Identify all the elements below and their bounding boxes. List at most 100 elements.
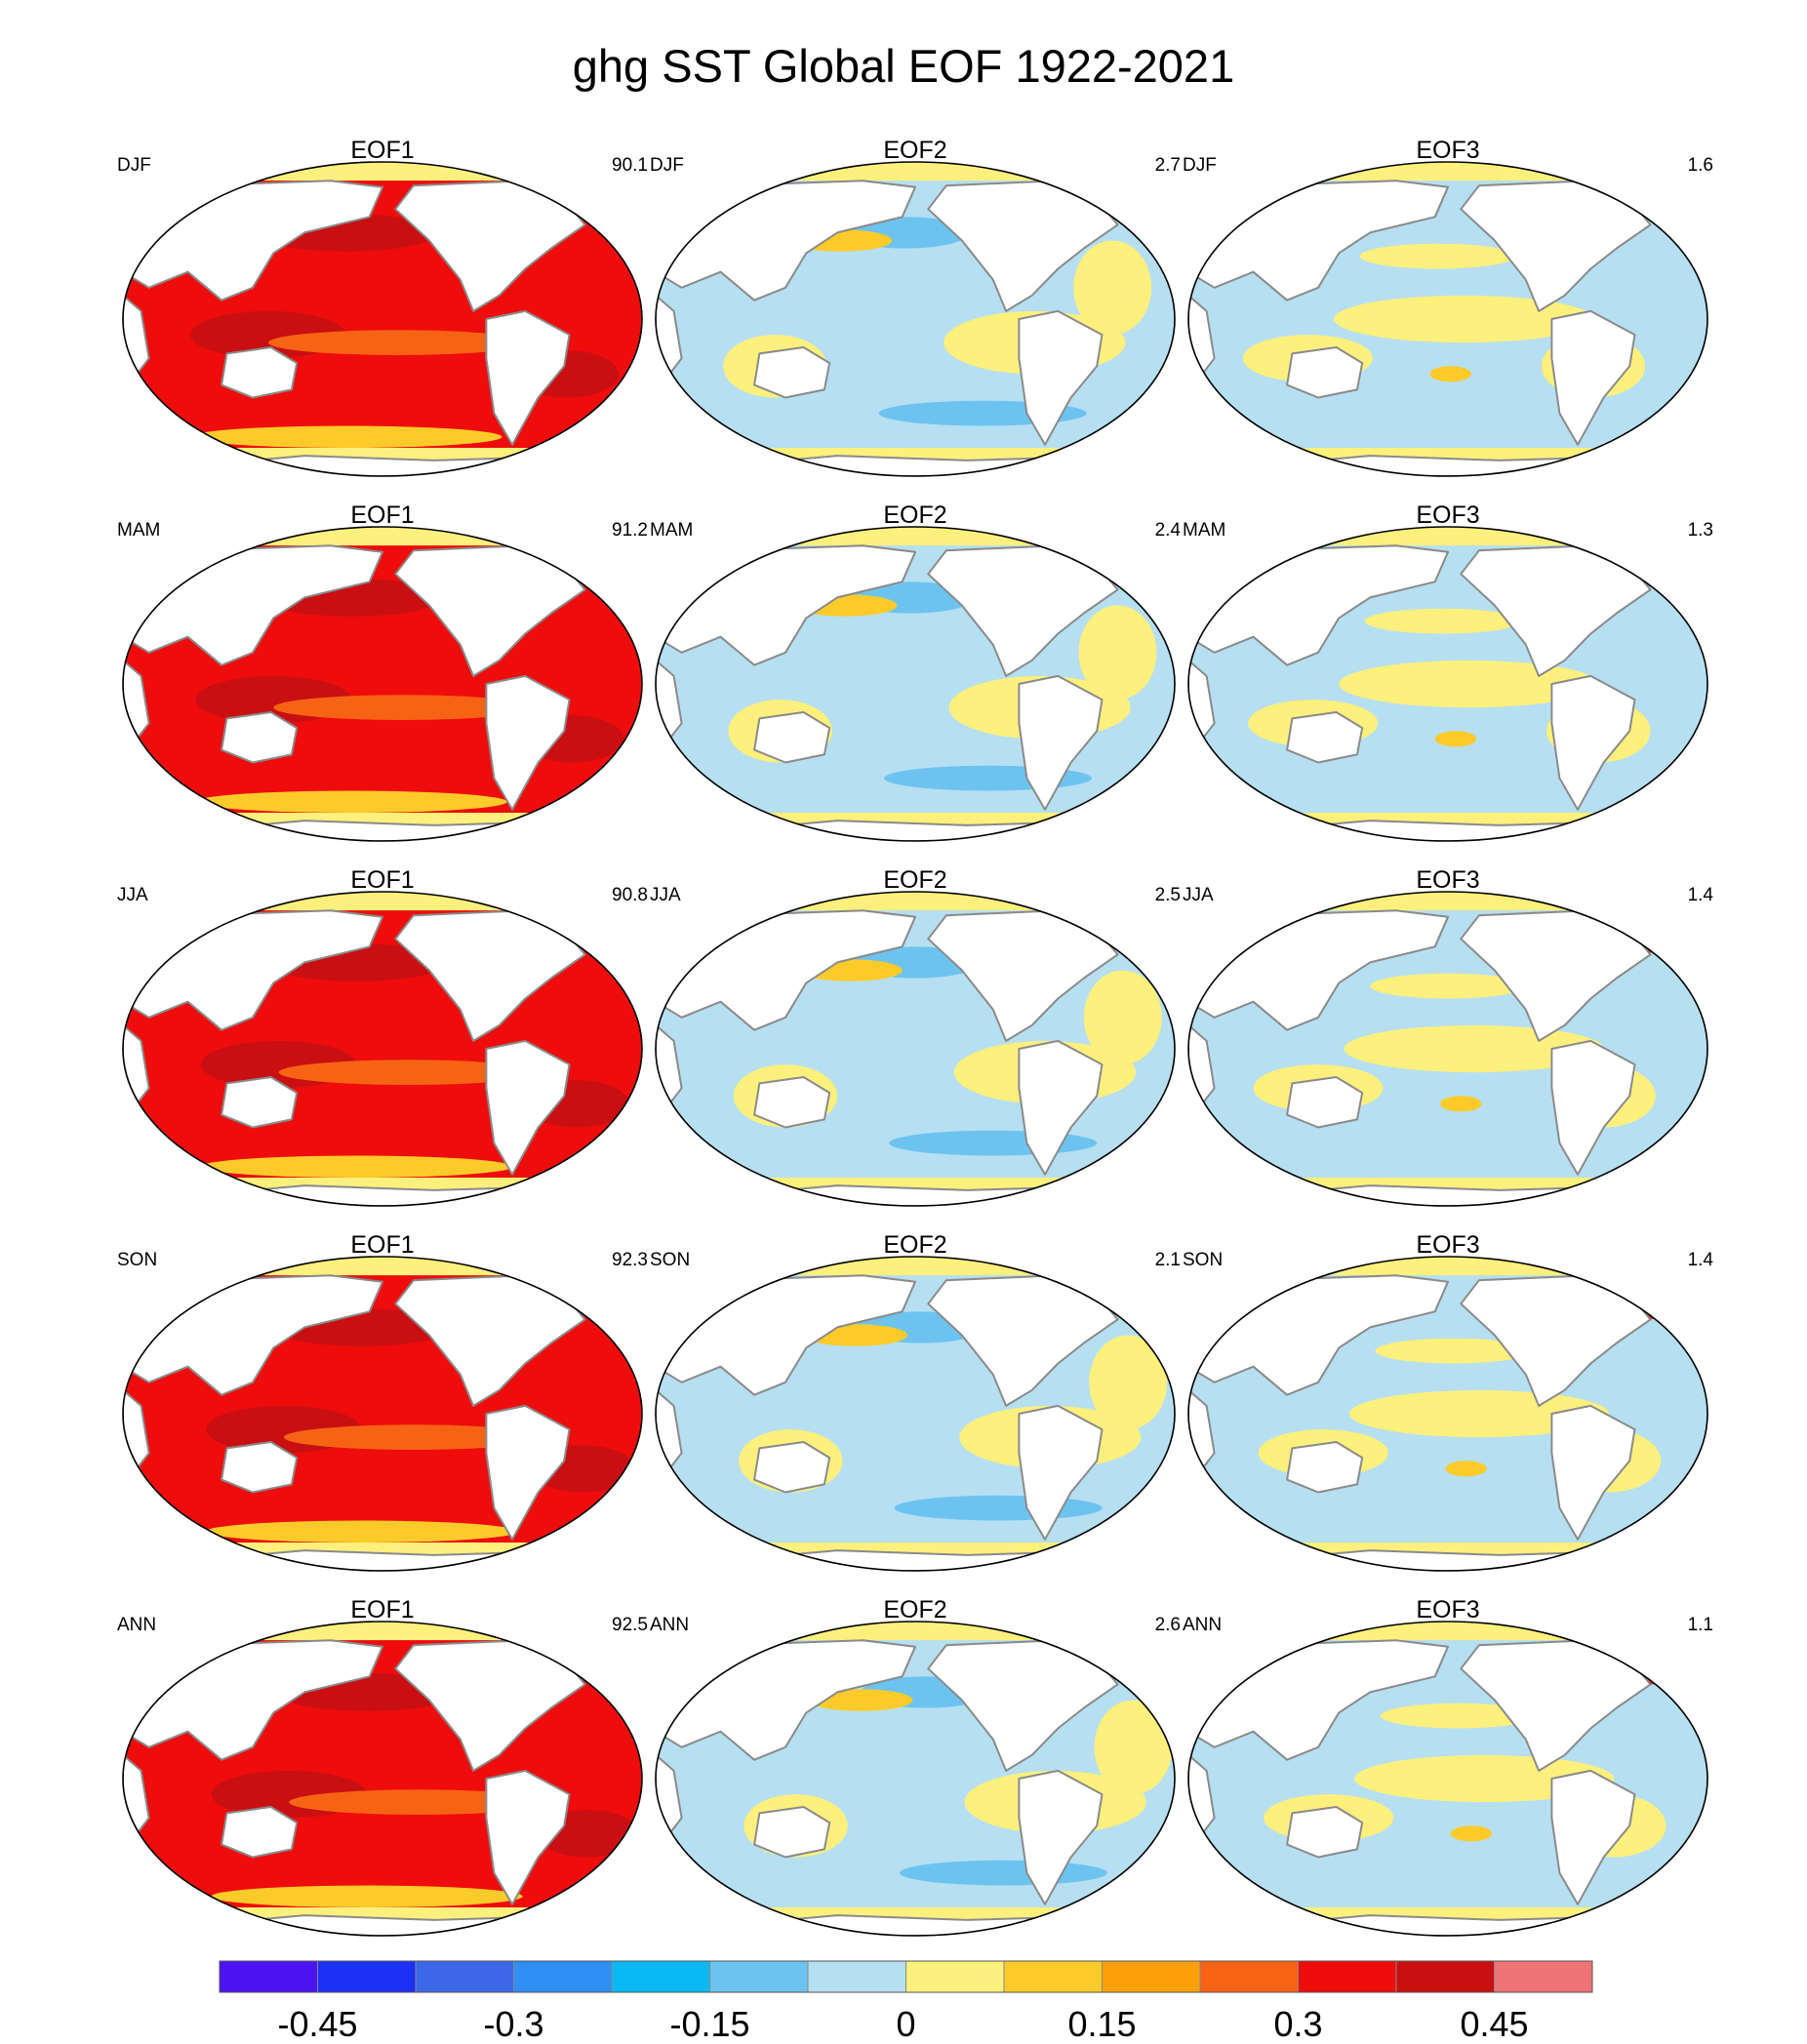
map-svg [122,161,643,477]
panel-title: EOF2 [883,137,947,164]
land-southamerica [485,1769,571,1905]
anomaly-region [211,1885,523,1908]
map-panel-djf-eof1: EOF1 DJF 90.1 [117,137,648,480]
panel-variance-label: 2.6 [1154,1615,1181,1635]
colorbar-bin [219,1960,318,1993]
anomaly-region [278,1060,539,1086]
anomaly-region [1078,605,1157,701]
land-australia [1286,1076,1364,1129]
colorbar-bin [1102,1960,1201,1993]
map-panel-djf-eof2: EOF2 DJF 2.7 [650,137,1181,480]
panel-title: EOF3 [1416,501,1480,529]
anomaly-region [1429,366,1471,382]
land-southamerica [1018,674,1104,811]
anomaly-region [1339,660,1599,708]
anomaly-region [267,330,528,356]
anomaly-region [1370,973,1526,999]
panel-title: EOF3 [1416,1596,1480,1623]
land-southamerica [1018,1404,1104,1541]
map-panel-ann-eof1: EOF1 ANN 92.5 [117,1596,648,1940]
anomaly-region [1434,731,1477,747]
land-southamerica [485,1039,571,1176]
anomaly-region [190,425,502,449]
anomaly-region [1445,1461,1487,1477]
map-border [1187,1256,1708,1572]
colorbar-frame [219,1960,1593,1993]
map-border [655,161,1176,477]
panel-variance-label: 90.8 [612,885,648,905]
colorbar-bin [1199,1960,1299,1993]
colorbar-bin [709,1960,809,1993]
anomaly-region [1359,243,1516,269]
anomaly-region [1440,1096,1482,1112]
map-panel-son-eof2: EOF2 SON 2.1 [650,1231,1181,1575]
panel-season-label: ANN [117,1615,157,1635]
map-svg [1187,891,1708,1207]
anomaly-region [1333,295,1593,343]
panel-title: EOF1 [350,1231,415,1259]
colorbar-bin [415,1960,514,1993]
panel-variance-label: 1.3 [1687,520,1713,541]
panel-season-label: DJF [117,155,151,176]
land-southamerica [485,309,571,446]
panel-variance-label: 91.2 [612,520,648,541]
map-border [1187,161,1708,477]
anomaly-region [1450,1825,1493,1842]
panel-title: EOF2 [883,866,947,894]
anomaly-region [206,1520,518,1543]
panel-title: EOF1 [350,1596,415,1623]
map-border [655,1621,1176,1937]
map-panel-son-eof3: EOF3 SON 1.4 [1183,1231,1713,1575]
map-border [122,891,643,1207]
map-svg [122,1256,643,1572]
land-southamerica [485,1404,571,1541]
land-australia [221,1806,299,1859]
land-australia [753,1441,831,1494]
panel-variance-label: 2.1 [1154,1250,1181,1270]
colorbar-tick-label: 0.45 [1460,2004,1529,2044]
map-svg [1187,1256,1708,1572]
panel-title: EOF2 [883,501,947,529]
colorbar-bin [1494,1960,1593,1993]
land-southamerica [1550,1039,1636,1176]
map-svg [655,161,1176,477]
colorbar-bin [807,1960,906,1993]
land-australia [753,1806,831,1859]
anomaly-region [1073,240,1152,336]
panel-title: EOF3 [1416,866,1480,894]
map-svg [655,891,1176,1207]
land-southamerica [1550,674,1636,811]
map-panel-mam-eof1: EOF1 MAM 91.2 [117,501,648,845]
panel-variance-label: 1.4 [1687,885,1713,905]
colorbar-tick-label: 0 [896,2004,916,2044]
map-panel-djf-eof3: EOF3 DJF 1.6 [1183,137,1713,480]
map-svg [1187,526,1708,842]
map-svg [1187,161,1708,477]
panel-season-label: SON [1183,1250,1224,1270]
panel-variance-label: 1.1 [1687,1615,1713,1635]
panel-variance-label: 2.4 [1154,520,1181,541]
anomaly-region [1375,1338,1532,1364]
land-australia [1286,1806,1364,1859]
map-svg [122,526,643,842]
anomaly-region [200,1155,512,1179]
panel-title: EOF2 [883,1596,947,1623]
panel-season-label: ANN [1183,1615,1223,1635]
map-border [655,1256,1176,1572]
colorbar-bin [1395,1960,1495,1993]
anomaly-region [1380,1703,1537,1729]
land-australia [753,711,831,764]
map-panel-ann-eof2: EOF2 ANN 2.6 [650,1596,1181,1940]
panel-season-label: MAM [1183,520,1226,541]
land-australia [1286,711,1364,764]
land-australia [753,1076,831,1129]
map-svg [655,1256,1176,1572]
panel-variance-label: 1.6 [1687,155,1713,176]
map-panel-son-eof1: EOF1 SON 92.3 [117,1231,648,1575]
panel-title: EOF1 [350,501,415,529]
map-border [122,1621,643,1937]
panel-title: EOF3 [1416,1231,1480,1259]
panel-variance-label: 1.4 [1687,1250,1713,1270]
panel-season-label: ANN [650,1615,690,1635]
